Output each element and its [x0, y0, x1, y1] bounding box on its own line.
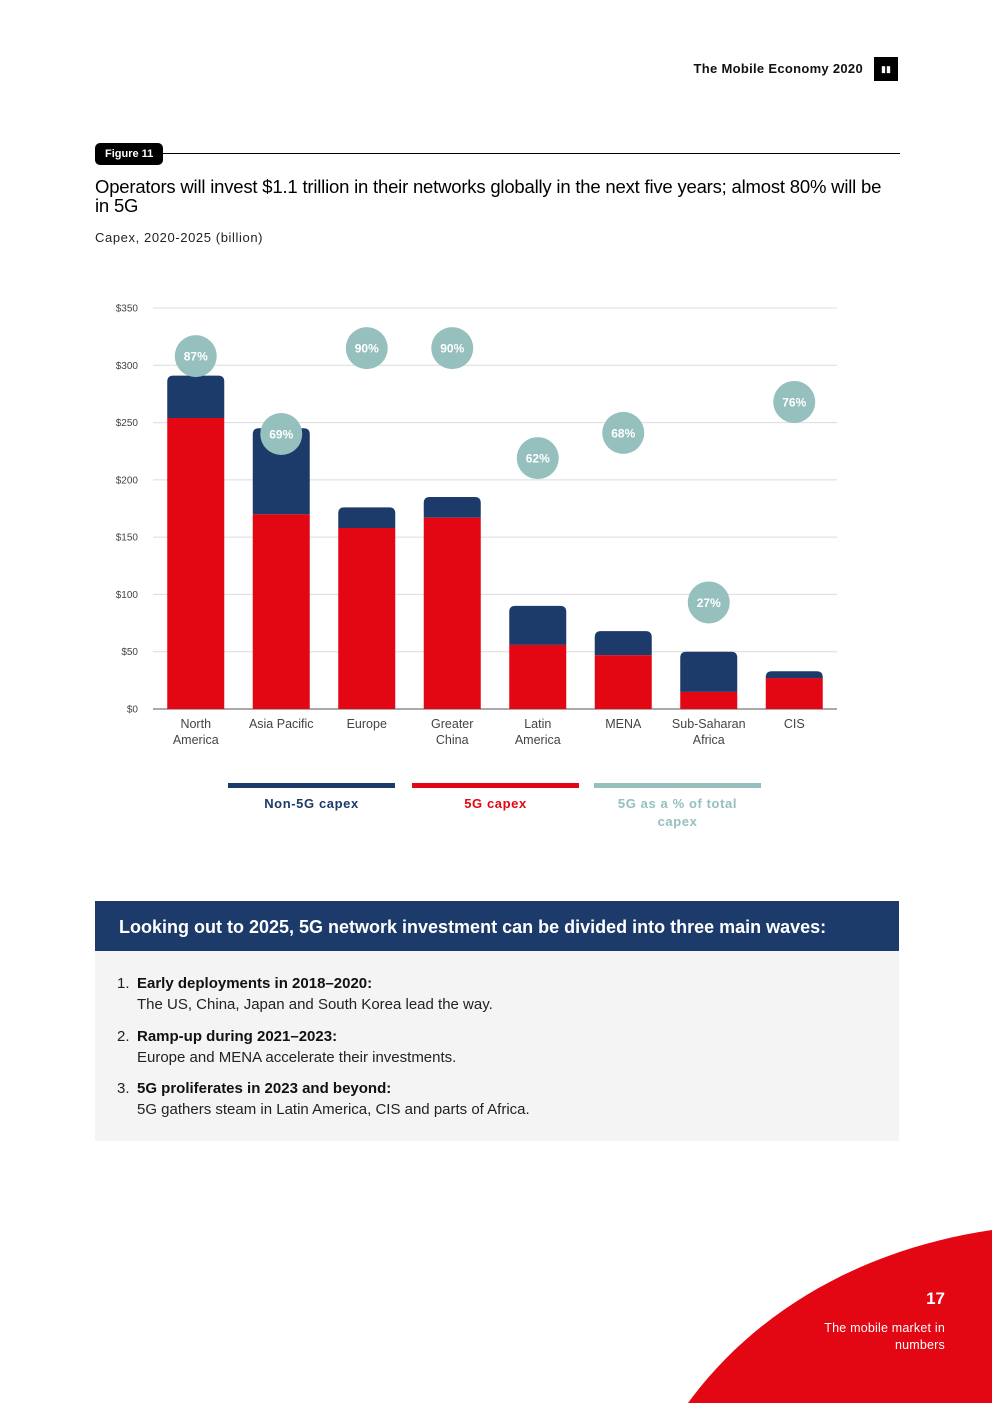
legend-swatch-5g [412, 783, 579, 788]
share-label: 76% [782, 395, 806, 409]
y-tick-label: $200 [116, 475, 139, 486]
section-label: The mobile market in numbers [824, 1321, 945, 1352]
y-tick-label: $100 [116, 590, 139, 601]
share-label: 68% [611, 426, 635, 440]
bar-segment-non-5g [594, 631, 652, 656]
wave-description: Europe and MENA accelerate their investm… [137, 1049, 457, 1066]
x-tick-label: Latin [524, 717, 551, 731]
bar-segment-5g [594, 655, 652, 709]
bar-segment-non-5g [167, 375, 225, 418]
wave-description: 5G gathers steam in Latin America, CIS a… [137, 1101, 530, 1118]
bar-segment-5g [167, 417, 225, 709]
bar-segment-5g [765, 678, 823, 709]
share-bubble [773, 380, 816, 423]
bar-segment-non-5g [252, 428, 310, 515]
legend-item-5g: 5G capex [412, 783, 579, 813]
x-tick-label: Sub-Saharan [672, 717, 746, 731]
figure-title: Operators will invest $1.1 trillion in t… [95, 176, 882, 216]
waves-heading: Looking out to 2025, 5G network investme… [95, 901, 899, 951]
y-tick-label: $300 [116, 361, 139, 372]
corner-accent [688, 1230, 992, 1403]
x-tick-label: MENA [605, 717, 642, 731]
waves-panel: 1. Early deployments in 2018–2020: The U… [95, 951, 899, 1141]
wave-heading: Ramp-up during 2021–2023: [137, 1028, 338, 1045]
y-tick-label: $350 [116, 304, 139, 315]
legend-item-non-5g: Non-5G capex [228, 783, 395, 813]
bar-segment-non-5g [509, 605, 567, 645]
share-label: 62% [526, 452, 550, 466]
share-bubble [431, 327, 474, 370]
x-tick-label: Africa [693, 733, 725, 747]
figure-rule [150, 153, 900, 154]
bar-segment-5g [338, 527, 396, 709]
wave-number: 1. [117, 975, 130, 992]
chart-legend: Non-5G capex 5G capex 5G as a % of total… [228, 783, 768, 833]
legend-swatch-non-5g [228, 783, 395, 788]
x-tick-label: Greater [431, 717, 473, 731]
x-tick-label: China [436, 733, 469, 747]
x-tick-label: Europe [347, 717, 387, 731]
wave-description: The US, China, Japan and South Korea lea… [137, 996, 493, 1013]
legend-swatch-5g-share [594, 783, 761, 788]
x-tick-label: America [173, 733, 219, 747]
share-label: 90% [440, 342, 464, 356]
x-tick-label: Asia Pacific [249, 717, 314, 731]
bar-segment-5g [509, 644, 567, 709]
bar-segment-5g [252, 514, 310, 709]
legend-item-5g-share: 5G as a % of total capex [594, 783, 761, 831]
share-bubble [516, 437, 559, 480]
legend-label-non-5g: Non-5G capex [264, 796, 359, 811]
share-bubble [174, 335, 217, 378]
figure-subtitle: Capex, 2020-2025 (billion) [95, 230, 264, 245]
bar-segment-non-5g [765, 671, 823, 679]
report-icon: ▮▮ [874, 57, 898, 81]
y-tick-label: $250 [116, 418, 139, 429]
legend-label-5g: 5G capex [464, 796, 527, 811]
share-label: 90% [355, 342, 379, 356]
x-tick-label: CIS [784, 717, 805, 731]
bar-segment-5g [680, 691, 738, 709]
report-title: The Mobile Economy 2020 [693, 61, 863, 76]
bar-segment-5g [423, 517, 481, 709]
page-number: 17 [926, 1289, 945, 1308]
figure-badge: Figure 11 [95, 143, 164, 165]
capex-bar-chart: $0 $50 $100 $150 $200 $250 $300 $350 North Americ… [116, 304, 837, 747]
share-label: 27% [697, 596, 721, 610]
y-tick-label: $0 [127, 705, 139, 716]
share-label: 69% [269, 428, 293, 442]
wave-heading: Early deployments in 2018–2020: [137, 975, 373, 992]
share-bubble [687, 581, 730, 624]
share-bubble [260, 413, 303, 456]
corner-accent-shape [688, 1230, 992, 1403]
bar-segment-non-5g [338, 507, 396, 528]
wave-number: 2. [117, 1028, 130, 1045]
y-tick-label: $150 [116, 533, 139, 544]
x-tick-label: America [515, 733, 561, 747]
legend-label-5g-share: 5G as a % of total capex [617, 796, 738, 829]
share-bubble [345, 327, 388, 370]
y-tick-label: $50 [121, 647, 138, 658]
x-tick-label: North [180, 717, 211, 731]
share-label: 87% [184, 350, 208, 364]
bar-segment-non-5g [680, 651, 738, 692]
share-bubble [602, 411, 645, 454]
bar-segment-non-5g [423, 497, 481, 518]
wave-heading: 5G proliferates in 2023 and beyond: [137, 1080, 392, 1097]
wave-number: 3. [117, 1080, 130, 1097]
